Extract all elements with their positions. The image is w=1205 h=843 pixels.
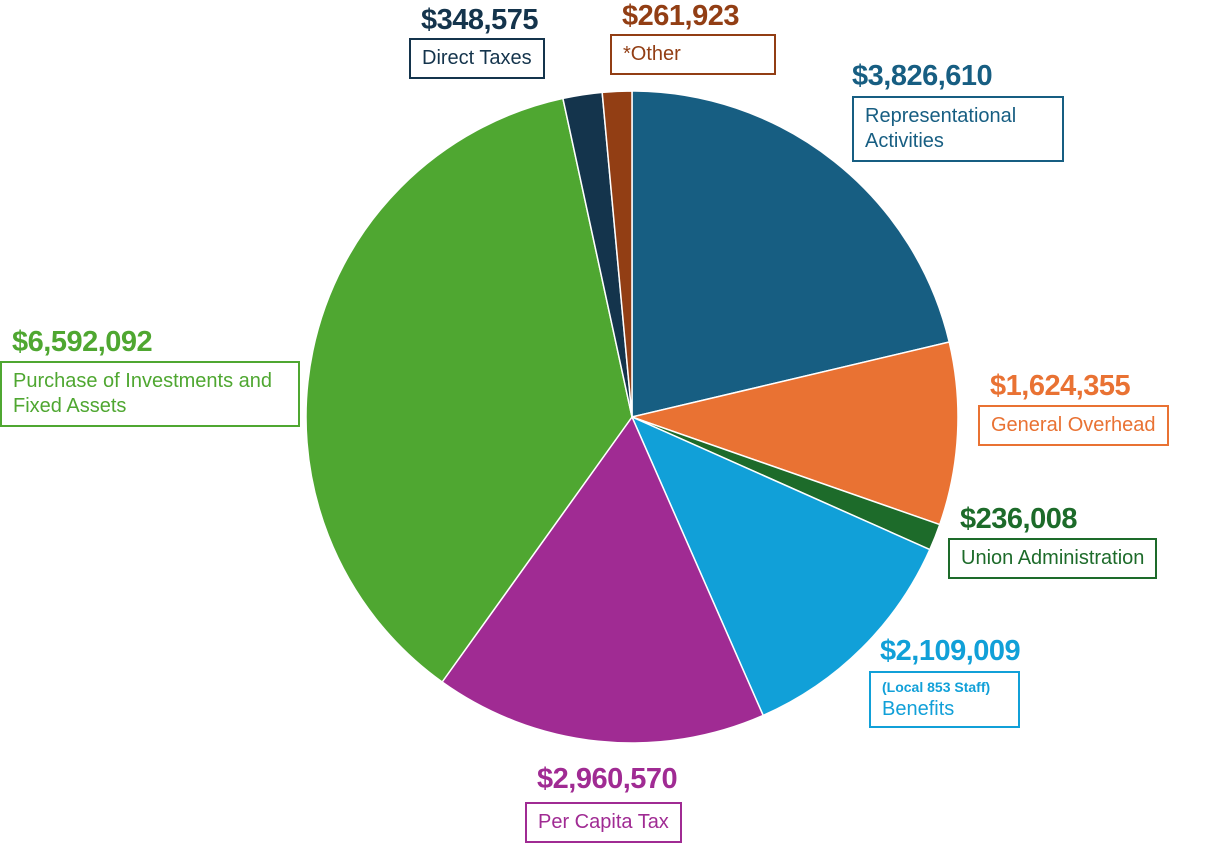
callout-benefits: $2,109,009 (Local 853 Staff) Benefits bbox=[869, 635, 1021, 728]
callout-union-administration: $236,008 Union Administration bbox=[948, 503, 1158, 579]
callout-direct-taxes: $348,575 Direct Taxes bbox=[409, 4, 545, 79]
slice-label-box: Purchase of Investments and Fixed Assets bbox=[0, 361, 300, 427]
slice-label: Union Administration bbox=[961, 547, 1145, 569]
slice-value-label: $236,008 bbox=[960, 503, 1077, 535]
callout-general-overhead: $1,624,355 General Overhead bbox=[978, 370, 1169, 446]
slice-value-label: $2,109,009 bbox=[880, 635, 1021, 667]
slice-value-label: $2,960,570 bbox=[537, 763, 678, 795]
slice-value-label: $348,575 bbox=[421, 4, 538, 36]
slice-value-label: $3,826,610 bbox=[852, 60, 993, 92]
slice-label-box: Direct Taxes bbox=[409, 38, 545, 79]
pie-slice-general-overhead bbox=[629, 341, 959, 526]
slice-label-box: (Local 853 Staff) Benefits bbox=[869, 671, 1021, 728]
callout-representational-activities: $3,826,610 Representational Activities bbox=[852, 60, 1064, 162]
pie-slice-representational-activities bbox=[631, 90, 951, 418]
slice-label-box: *Other bbox=[610, 34, 776, 75]
slice-label: Benefits bbox=[882, 698, 955, 720]
slice-value-label: $6,592,092 bbox=[12, 326, 153, 358]
slice-label: *Other bbox=[623, 43, 681, 65]
pie-slice-benefits bbox=[630, 415, 931, 717]
slice-label: Per Capita Tax bbox=[538, 811, 669, 833]
pie-slice-per-capita-tax bbox=[441, 415, 765, 744]
slice-value-label: $1,624,355 bbox=[990, 370, 1131, 402]
callout-per-capita-tax: $2,960,570 Per Capita Tax bbox=[525, 763, 682, 843]
pie-slice-other bbox=[601, 90, 633, 418]
slice-sublabel: (Local 853 Staff) bbox=[882, 679, 991, 695]
pie-slice-purchase-of-investments-and-fixed-assets bbox=[305, 97, 633, 684]
slice-label-box: Union Administration bbox=[948, 538, 1158, 579]
slice-label-box: Representational Activities bbox=[852, 96, 1064, 162]
callout-purchase-of-investments: $6,592,092 Purchase of Investments and F… bbox=[0, 326, 300, 427]
slice-label: General Overhead bbox=[991, 414, 1156, 436]
slice-value-label: $261,923 bbox=[622, 0, 739, 32]
callout-other: $261,923 *Other bbox=[610, 0, 776, 75]
slice-label-box: Per Capita Tax bbox=[525, 802, 682, 843]
slice-label: Purchase of Investments and Fixed Assets bbox=[13, 370, 273, 417]
slice-label-box: General Overhead bbox=[978, 405, 1169, 446]
slice-label: Representational Activities bbox=[865, 105, 1017, 152]
slice-label: Direct Taxes bbox=[422, 47, 532, 69]
